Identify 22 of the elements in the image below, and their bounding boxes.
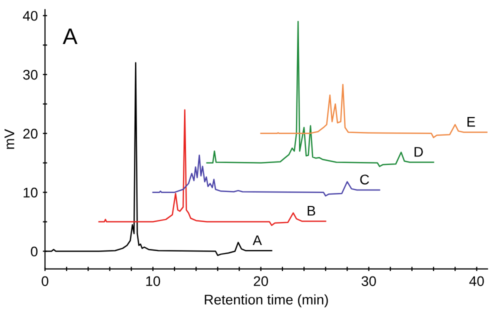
- y-axis-title: mV: [4, 128, 14, 149]
- x-tick-label: 10: [146, 276, 160, 286]
- x-tick-label: 40: [469, 276, 484, 286]
- annotation: C: [360, 174, 370, 184]
- y-tick-label: 20: [23, 128, 38, 139]
- line-series: [152, 154, 380, 196]
- y-tick-label: 10: [24, 188, 38, 198]
- annotation: A: [252, 235, 262, 245]
- y-tick-label: 40: [22, 10, 38, 21]
- line-series: [260, 84, 488, 138]
- annotation: A: [62, 28, 78, 44]
- y-tick-label: 0: [30, 246, 38, 256]
- line-series: [206, 20, 434, 168]
- line-series: [98, 109, 326, 226]
- x-tick-label: 0: [42, 276, 48, 286]
- annotation: E: [468, 117, 476, 127]
- annotation: D: [414, 147, 423, 157]
- x-axis-title: Retention time (min): [204, 294, 328, 308]
- x-tick-label: 20: [254, 276, 268, 286]
- x-tick-label: 30: [362, 276, 376, 286]
- annotation: B: [308, 206, 316, 216]
- y-tick-label: 30: [23, 70, 38, 80]
